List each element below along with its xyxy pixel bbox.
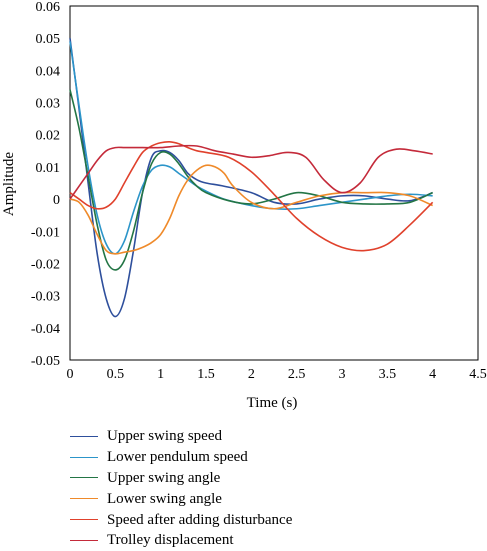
x-tick-label: 3: [339, 367, 346, 382]
y-tick-label: -0.01: [31, 225, 60, 240]
legend: Upper swing speed Lower pendulum speed Upp…: [70, 426, 400, 551]
legend-item: Speed after adding disturbance: [70, 509, 400, 530]
x-tick-label: 4: [429, 367, 436, 382]
x-tick-label: 2: [248, 367, 255, 382]
legend-label: Speed after adding disturbance: [107, 511, 293, 528]
legend-swatch: [70, 435, 98, 437]
legend-item: Trolley displacement: [70, 530, 400, 551]
plot-area: [69, 5, 479, 361]
legend-label: Upper swing angle: [107, 469, 221, 486]
x-tick-label: 3.5: [379, 367, 397, 382]
legend-swatch: [70, 456, 98, 458]
legend-label: Upper swing speed: [107, 428, 222, 445]
y-axis-label: Amplitude: [1, 152, 17, 217]
legend-item: Lower swing angle: [70, 488, 400, 509]
x-tick-label: 4.5: [469, 367, 487, 382]
legend-item: Upper swing speed: [70, 426, 400, 447]
y-tick-label: -0.03: [31, 290, 60, 305]
x-tick-label: 2.5: [288, 367, 306, 382]
series-layer: [69, 38, 434, 318]
y-tick-label: 0: [53, 193, 60, 208]
x-axis-label: Time (s): [247, 395, 298, 411]
legend-label: Lower pendulum speed: [107, 449, 248, 466]
y-tick-label: 0.04: [36, 64, 61, 79]
y-axis-ticks: -0.05 -0.04 -0.03 -0.02 -0.01 0 0.01 0.02 0.03 0.…: [31, 0, 60, 369]
legend-label: Trolley displacement: [107, 532, 234, 549]
x-tick-label: 1.5: [197, 367, 215, 382]
y-tick-label: -0.05: [31, 354, 60, 369]
legend-swatch: [70, 539, 98, 541]
y-tick-label: 0.03: [36, 97, 61, 112]
plot-frame: [69, 5, 479, 361]
x-tick-label: 0: [67, 367, 74, 382]
series-line-3: [69, 89, 433, 271]
series-line-6: [69, 144, 433, 200]
legend-swatch: [70, 498, 98, 500]
y-tick-label: -0.02: [31, 257, 60, 272]
y-tick-label: 0.05: [36, 32, 61, 47]
legend-label: Lower swing angle: [107, 490, 222, 507]
series-line-2: [69, 41, 433, 255]
legend-swatch: [70, 519, 98, 521]
y-tick-label: 0.01: [36, 161, 61, 176]
x-axis-ticks: 0 0.5 1 1.5 2 2.5 3 3.5 4 4.5: [67, 367, 487, 382]
y-tick-label: 0.02: [36, 129, 61, 144]
series-line-4: [69, 164, 433, 255]
series-line-1: [69, 38, 433, 318]
y-tick-label: 0.06: [36, 0, 61, 15]
legend-item: Upper swing angle: [70, 468, 400, 489]
x-tick-label: 0.5: [107, 367, 125, 382]
x-tick-label: 1: [157, 367, 164, 382]
y-tick-label: -0.04: [31, 322, 60, 337]
legend-item: Lower pendulum speed: [70, 447, 400, 468]
legend-swatch: [70, 477, 98, 479]
